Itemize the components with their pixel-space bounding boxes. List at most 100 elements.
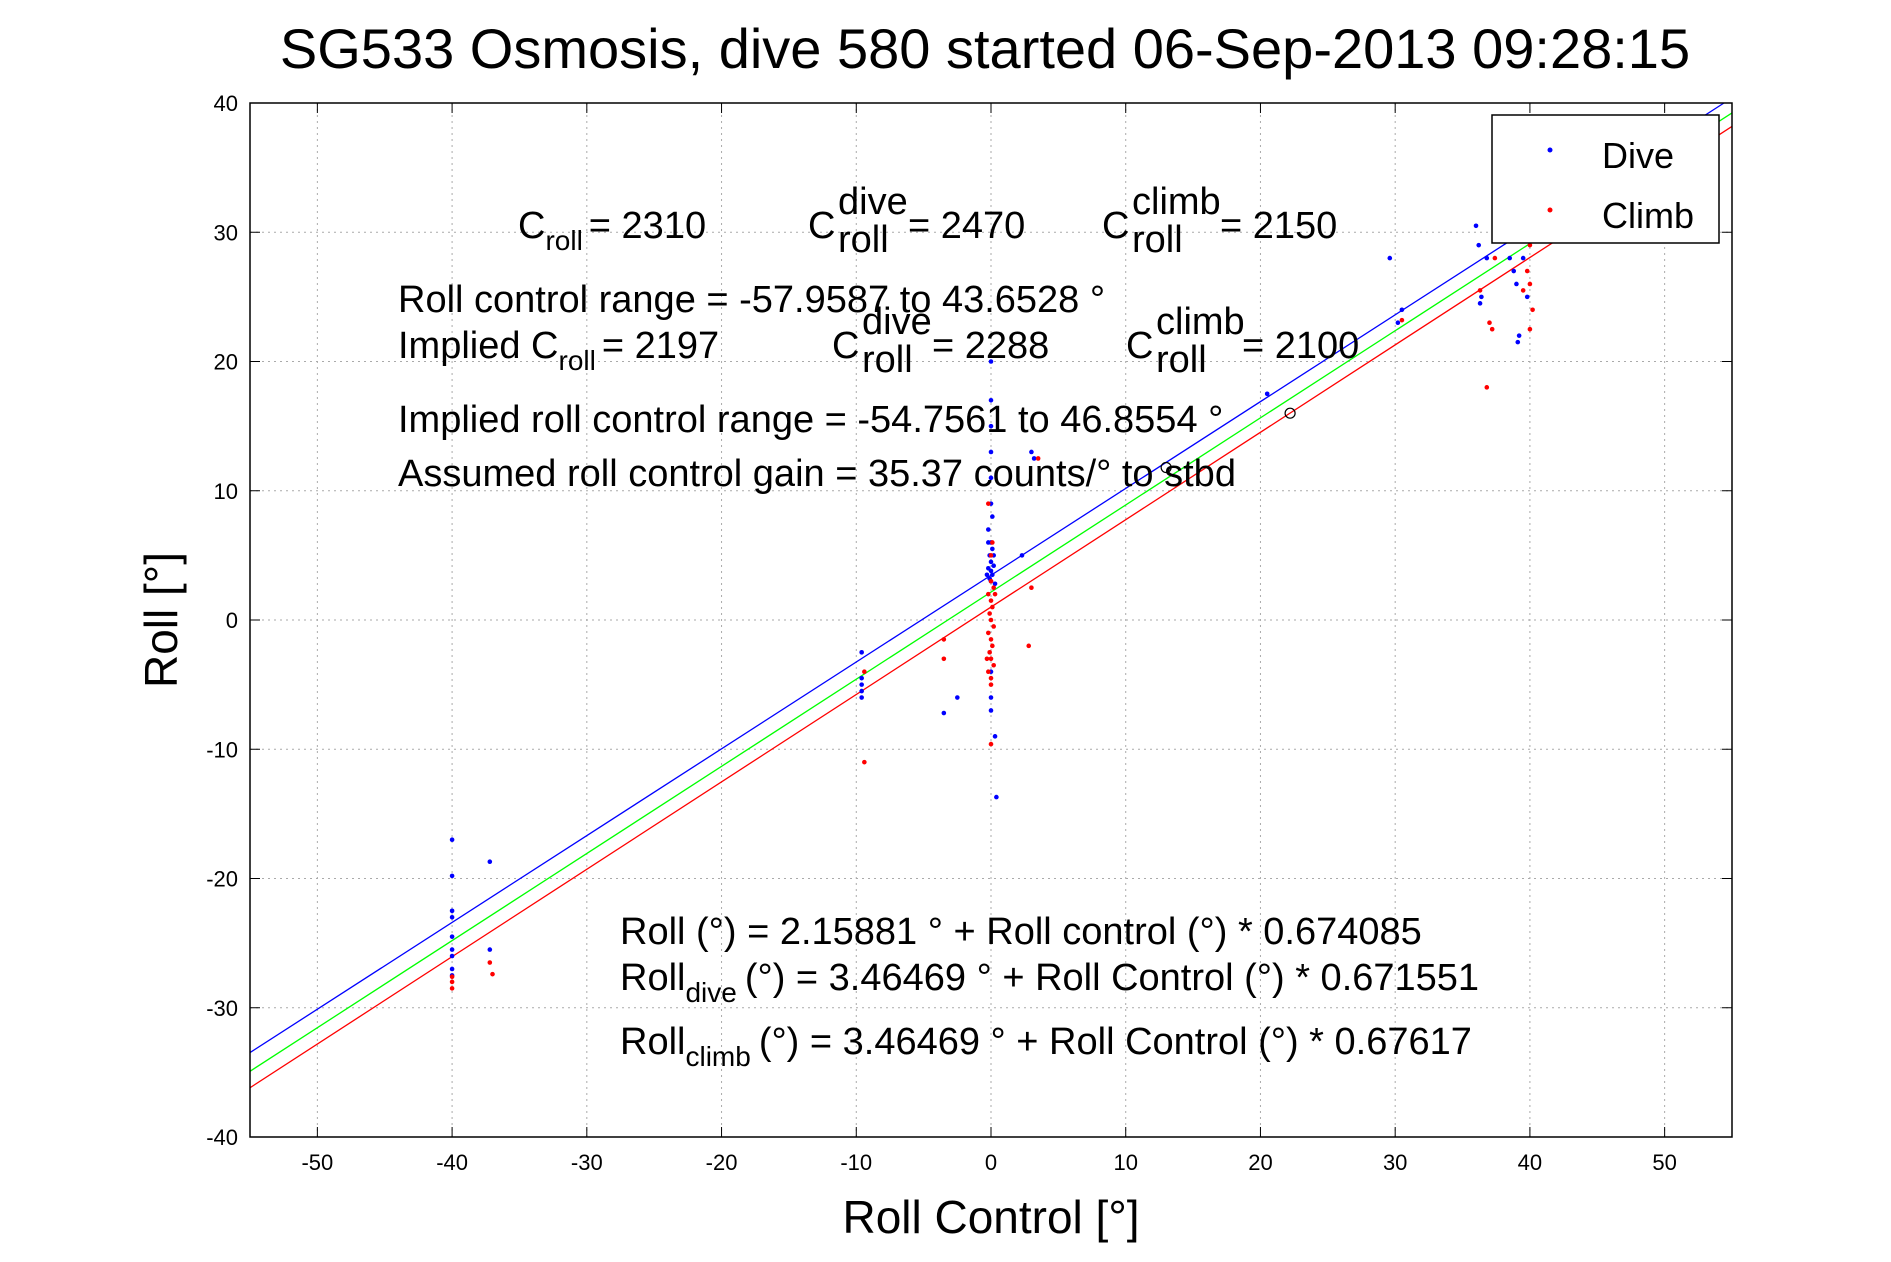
- dive-point: [988, 449, 994, 455]
- c-roll-climb-value: = 2150: [1220, 205, 1337, 247]
- climb-point: [988, 553, 994, 558]
- svg-text:Rolldive(°) = 3.46469 ° + Roll: Rolldive (°) = 3.46469 ° + Roll Control (…: [620, 957, 1479, 1008]
- x-tick-label: 40: [1518, 1150, 1542, 1175]
- plot-frame: [249, 102, 1733, 1138]
- dive-point: [1515, 339, 1521, 345]
- dive-point: [1520, 255, 1526, 261]
- dive-point: [449, 934, 455, 939]
- implied-range-annotation: Implied roll control range = -54.7561 to…: [398, 399, 1223, 441]
- y-tick-label: -10: [206, 737, 238, 762]
- x-tick-label: 0: [985, 1150, 997, 1175]
- dive-point: [859, 682, 864, 687]
- c-dive-sup: dive: [838, 181, 908, 223]
- climb-point: [986, 591, 991, 597]
- dive-point: [859, 675, 864, 681]
- svg-text:C: C: [808, 205, 835, 247]
- c-roll-dive-value: = 2470: [908, 205, 1025, 247]
- climb-point: [988, 675, 994, 681]
- climb-point: [449, 979, 455, 985]
- climb-point: [992, 591, 998, 597]
- climb-point: [986, 501, 991, 506]
- x-tick-label: -20: [706, 1150, 738, 1175]
- x-tick-label: -10: [840, 1150, 872, 1175]
- c-climb-sub: roll: [1132, 219, 1183, 261]
- dive-point: [991, 563, 996, 569]
- x-tick-label: -30: [571, 1150, 603, 1175]
- implied-c-annotation: Implied Croll = 2197 C dive roll = 2288 C…: [398, 301, 1359, 381]
- legend-climb-marker: [1547, 207, 1553, 213]
- svg-text:C: C: [1102, 205, 1129, 247]
- dive-point: [1507, 255, 1512, 261]
- climb-point: [988, 656, 994, 662]
- dive-point: [988, 475, 994, 481]
- open-marker: [1284, 407, 1296, 419]
- legend-dive-label: Dive: [1602, 135, 1674, 176]
- dive-point: [1524, 294, 1530, 300]
- climb-point: [988, 637, 994, 642]
- dive-point: [990, 514, 995, 519]
- implied-c-roll-climb-value: = 2100: [1242, 325, 1359, 367]
- x-tick-label: -50: [301, 1150, 333, 1175]
- roll-symbol: Roll: [620, 957, 685, 999]
- climb-point: [1527, 242, 1533, 248]
- climb-point: [862, 759, 867, 765]
- y-axis-label: Roll [°]: [135, 552, 187, 688]
- y-tick-label: 30: [214, 220, 238, 245]
- dive-point: [1264, 391, 1270, 397]
- climb-point: [1530, 307, 1535, 313]
- climb-point: [1035, 456, 1041, 461]
- climb-point: [1527, 281, 1533, 287]
- dive-point: [1511, 268, 1517, 274]
- roll-range-annotation: Roll control range = -57.9587 to 43.6528…: [398, 279, 1105, 321]
- climb-point: [1492, 255, 1498, 261]
- climb-point: [986, 669, 991, 674]
- climb-point: [1029, 585, 1034, 590]
- climb-point: [987, 611, 992, 616]
- dive-point: [449, 837, 455, 843]
- dive-point: [449, 953, 455, 959]
- fit-dive-value: (°) = 3.46469 ° + Roll Control (°) * 0.6…: [745, 957, 1479, 999]
- y-tick-label: -30: [206, 996, 238, 1021]
- dive-point: [1514, 281, 1519, 287]
- y-tick-label: -40: [206, 1125, 238, 1150]
- c-roll-value: = 2310: [589, 205, 706, 247]
- dive-point: [449, 947, 455, 952]
- climb-point: [862, 669, 867, 674]
- y-tick-label: 10: [214, 479, 238, 504]
- climb-point: [487, 960, 493, 965]
- dive-point: [988, 559, 994, 565]
- dive-point: [449, 908, 455, 914]
- dive-point: [1399, 307, 1405, 313]
- fit-all-annotation: Roll (°) = 2.15881 ° + Roll control (°) …: [620, 911, 1422, 953]
- climb-point: [1484, 385, 1490, 390]
- climb-point: [1489, 326, 1495, 332]
- y-tick-label: 40: [214, 91, 238, 116]
- x-tick-labels: -50 -40 -30 -20 -10 0 10 20 30 40 50: [301, 1150, 1676, 1175]
- dive-point: [992, 734, 998, 739]
- dive-point: [1395, 320, 1401, 326]
- dive-point: [449, 873, 455, 879]
- dive-point: [1476, 242, 1482, 248]
- dive-point: [955, 695, 960, 700]
- dive-point: [988, 397, 994, 403]
- climb-point: [988, 598, 994, 603]
- climb-point: [1026, 643, 1032, 649]
- c-symbol: C: [1102, 205, 1129, 247]
- climb-point: [988, 741, 994, 747]
- dive-point: [988, 695, 994, 700]
- dive-point: [984, 572, 990, 578]
- svg-text:Implied Croll= 2197: Implied Croll = 2197: [398, 325, 719, 376]
- x-tick-label: -40: [436, 1150, 468, 1175]
- climb-point: [986, 630, 991, 636]
- implied-dive-sub: roll: [862, 339, 913, 381]
- climb-point: [1524, 268, 1530, 274]
- implied-climb-sup: climb: [1156, 301, 1245, 343]
- dive-point: [1484, 255, 1490, 261]
- implied-c-roll-value: = 2197: [602, 325, 719, 367]
- climb-point: [941, 637, 947, 642]
- dive-point: [988, 708, 994, 713]
- fit-line: [249, 112, 1733, 1072]
- climb-point: [941, 656, 947, 662]
- c-dive-sub: roll: [838, 219, 889, 261]
- climb-point: [490, 971, 495, 977]
